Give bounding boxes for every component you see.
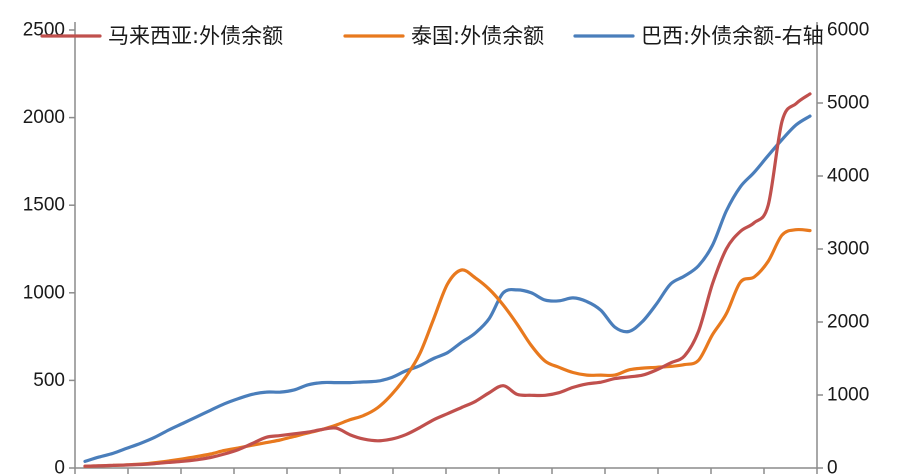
x-axis-ticks (74, 468, 818, 474)
right-tick-label: 1000 (827, 385, 869, 406)
axes (74, 22, 818, 469)
left-tick-label: 500 (33, 370, 65, 391)
legend-label: 泰国:外债余额 (411, 24, 544, 48)
right-tick-label: 3000 (827, 239, 869, 260)
legend-item-thailand: 泰国:外债余额 (343, 24, 544, 48)
thailand-external-debt-line (83, 227, 812, 468)
left-tick-label: 1000 (23, 282, 65, 303)
left-tick-label: 0 (54, 458, 65, 475)
right-tick-label: 4000 (827, 166, 869, 187)
malaysia-external-debt-line (83, 92, 812, 468)
left-tick-label: 1500 (23, 195, 65, 216)
series-lines (83, 92, 812, 468)
legend: 马来西亚:外债余额 泰国:外债余额 巴西:外债余额-右轴 (40, 24, 824, 48)
legend-item-brazil: 巴西:外债余额-右轴 (573, 24, 824, 48)
legend-label: 马来西亚:外债余额 (108, 24, 283, 48)
legend-item-malaysia: 马来西亚:外债余额 (40, 24, 283, 48)
right-tick-label: 5000 (827, 93, 869, 114)
right-axis-tick-labels: 0 1000 2000 3000 4000 5000 6000 (817, 20, 869, 475)
right-tick-label: 0 (827, 458, 838, 475)
right-tick-label: 2000 (827, 312, 869, 333)
legend-label: 巴西:外债余额-右轴 (641, 24, 824, 48)
brazil-external-debt-line (83, 114, 812, 463)
right-tick-label: 6000 (827, 20, 869, 41)
left-tick-label: 2000 (23, 107, 65, 128)
